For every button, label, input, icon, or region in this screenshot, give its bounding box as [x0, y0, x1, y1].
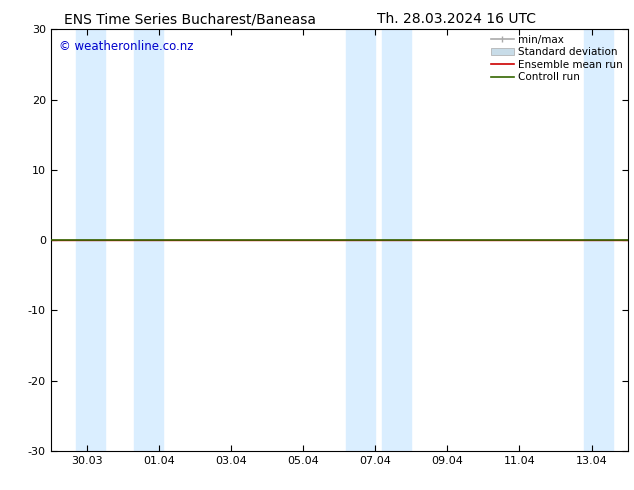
Text: © weatheronline.co.nz: © weatheronline.co.nz [60, 40, 194, 53]
Bar [585, 29, 613, 451]
Bar [134, 29, 162, 451]
Bar [76, 29, 105, 451]
Text: Th. 28.03.2024 16 UTC: Th. 28.03.2024 16 UTC [377, 12, 536, 26]
Bar [346, 29, 375, 451]
Bar [382, 29, 411, 451]
Text: ENS Time Series Bucharest/Baneasa: ENS Time Series Bucharest/Baneasa [64, 12, 316, 26]
Legend: min/max, Standard deviation, Ensemble mean run, Controll run: min/max, Standard deviation, Ensemble me… [489, 32, 624, 84]
